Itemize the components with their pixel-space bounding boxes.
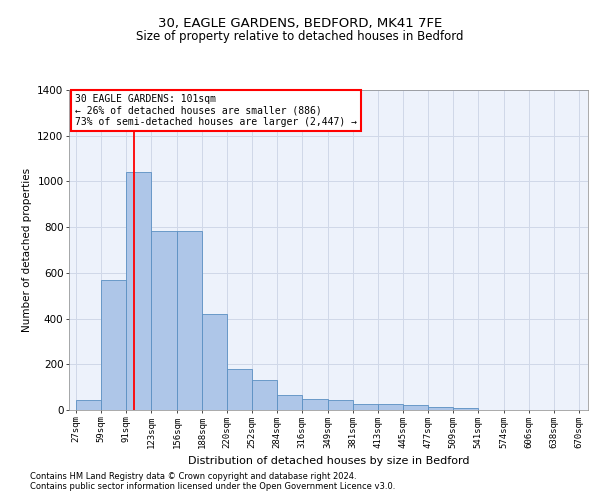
Bar [177,230,202,410]
Text: Contains HM Land Registry data © Crown copyright and database right 2024.: Contains HM Land Registry data © Crown c… [30,472,356,481]
Bar [227,369,252,410]
Bar [378,404,403,410]
Text: 30 EAGLE GARDENS: 101sqm
← 26% of detached houses are smaller (886)
73% of semi-: 30 EAGLE GARDENS: 101sqm ← 26% of detach… [75,94,357,127]
X-axis label: Distribution of detached houses by size in Bedford: Distribution of detached houses by size … [188,456,469,466]
Bar [76,400,101,410]
Bar [126,172,151,410]
Bar [277,395,302,410]
Text: Size of property relative to detached houses in Bedford: Size of property relative to detached ho… [136,30,464,43]
Bar [328,400,353,410]
Y-axis label: Number of detached properties: Number of detached properties [22,168,32,332]
Bar [101,280,126,410]
Text: 30, EAGLE GARDENS, BEDFORD, MK41 7FE: 30, EAGLE GARDENS, BEDFORD, MK41 7FE [158,18,442,30]
Bar [202,314,227,410]
Bar [252,380,277,410]
Bar [453,408,478,410]
Bar [302,398,328,410]
Bar [403,406,428,410]
Bar [151,230,176,410]
Bar [353,404,377,410]
Bar [428,406,452,410]
Text: Contains public sector information licensed under the Open Government Licence v3: Contains public sector information licen… [30,482,395,491]
